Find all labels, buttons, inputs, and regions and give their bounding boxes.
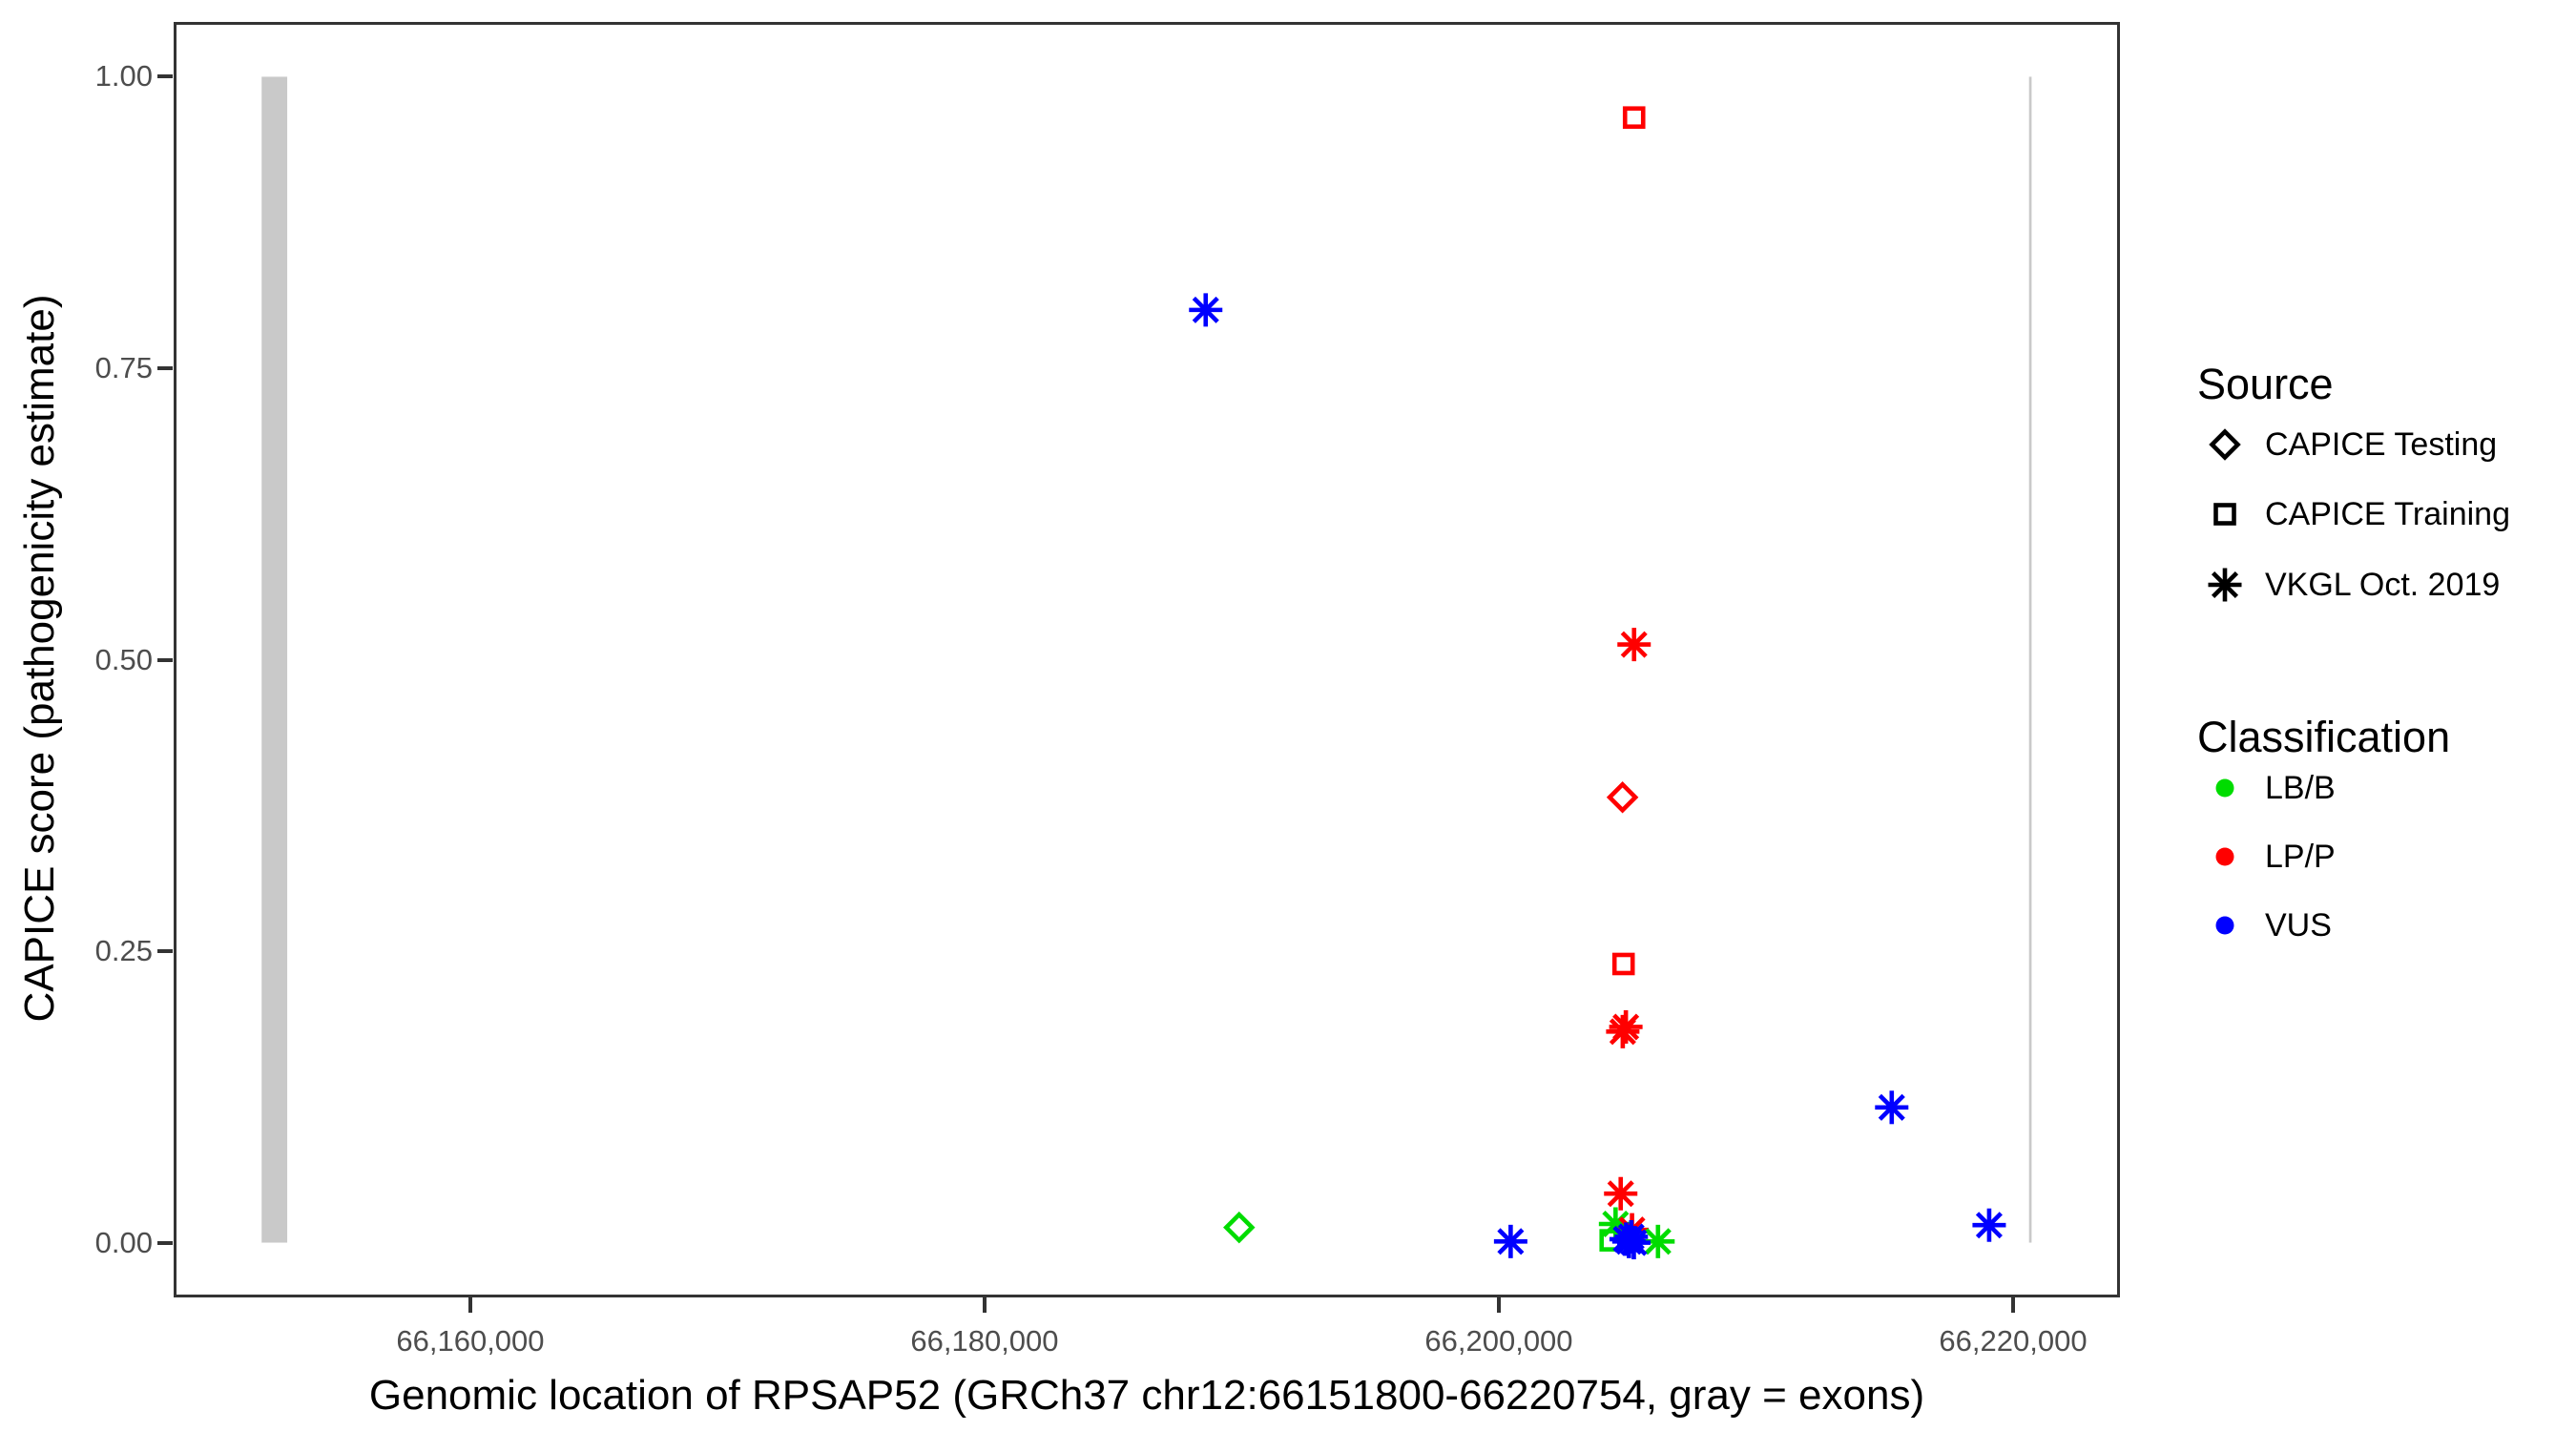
x-tick-label: 66,220,000 <box>1939 1324 2088 1358</box>
data-point <box>1606 780 1639 814</box>
legend-item-label: CAPICE Testing <box>2265 426 2498 463</box>
legend-item: VKGL Oct. 2019 <box>2204 564 2500 606</box>
data-point <box>1622 106 1646 130</box>
data-point <box>1611 1224 1646 1258</box>
x-tick-mark <box>982 1297 987 1313</box>
plot-panel <box>174 22 2120 1297</box>
circle-legend-marker-icon <box>2215 916 2234 935</box>
data-point <box>1609 1009 1643 1044</box>
legend-classification-title: Classification <box>2197 713 2451 761</box>
data-point <box>1493 1224 1527 1258</box>
y-tick-mark <box>157 657 173 662</box>
diamond-icon <box>2209 428 2241 461</box>
circle-legend-marker-icon <box>2215 778 2234 798</box>
y-tick-label: 0.00 <box>94 1225 153 1259</box>
x-tick-mark <box>467 1297 472 1313</box>
legend-item-label: VKGL Oct. 2019 <box>2265 567 2501 603</box>
legend-item: CAPICE Testing <box>2204 424 2497 466</box>
x-tick-mark <box>2010 1297 2015 1313</box>
data-point <box>1223 1211 1256 1244</box>
square-icon <box>2213 503 2236 526</box>
diamond-legend-marker-icon <box>2209 428 2241 461</box>
x-tick-label: 66,160,000 <box>396 1324 545 1358</box>
data-point <box>1617 628 1652 662</box>
y-tick-mark <box>157 949 173 954</box>
legend-item-label: LB/B <box>2265 770 2336 806</box>
x-axis-title: Genomic location of RPSAP52 (GRCh37 chr1… <box>368 1372 1925 1419</box>
data-point <box>1189 293 1223 327</box>
circle-icon <box>2215 778 2234 798</box>
legend-item-label: CAPICE Training <box>2265 496 2510 532</box>
scatter-plot-canvas <box>261 76 2032 1260</box>
circle-legend-marker-icon <box>2215 847 2234 866</box>
exon-bar <box>261 76 288 1243</box>
data-point <box>1875 1090 1909 1125</box>
y-tick-mark <box>157 74 173 79</box>
circle-icon <box>2215 847 2234 866</box>
circle-icon <box>2215 916 2234 935</box>
exon-bar <box>2028 76 2032 1243</box>
x-tick-label: 66,200,000 <box>1424 1324 1573 1358</box>
y-tick-label: 0.50 <box>94 642 153 676</box>
legend-source-title: Source <box>2197 360 2334 408</box>
asterisk-legend-marker-icon <box>2208 568 2242 602</box>
x-tick-mark <box>1496 1297 1501 1313</box>
legend-item-label: VUS <box>2265 907 2332 944</box>
data-point <box>1604 1176 1638 1211</box>
asterisk-icon <box>2208 568 2242 602</box>
y-tick-mark <box>157 365 173 370</box>
square-legend-marker-icon <box>2213 503 2236 526</box>
legend-item: LB/B <box>2204 767 2336 809</box>
x-tick-label: 66,180,000 <box>910 1324 1059 1358</box>
y-tick-label: 0.75 <box>94 350 153 384</box>
y-axis-title: CAPICE score (pathogenicity estimate) <box>16 294 63 1023</box>
data-point <box>1611 952 1635 976</box>
y-tick-mark <box>157 1240 173 1245</box>
legend-item: VUS <box>2204 904 2332 946</box>
y-tick-label: 1.00 <box>94 59 153 93</box>
data-point <box>1972 1208 2006 1242</box>
legend-item-label: LP/P <box>2265 839 2336 875</box>
y-tick-label: 0.25 <box>94 934 153 968</box>
legend-item: LP/P <box>2204 836 2336 878</box>
legend-item: CAPICE Training <box>2204 493 2510 535</box>
